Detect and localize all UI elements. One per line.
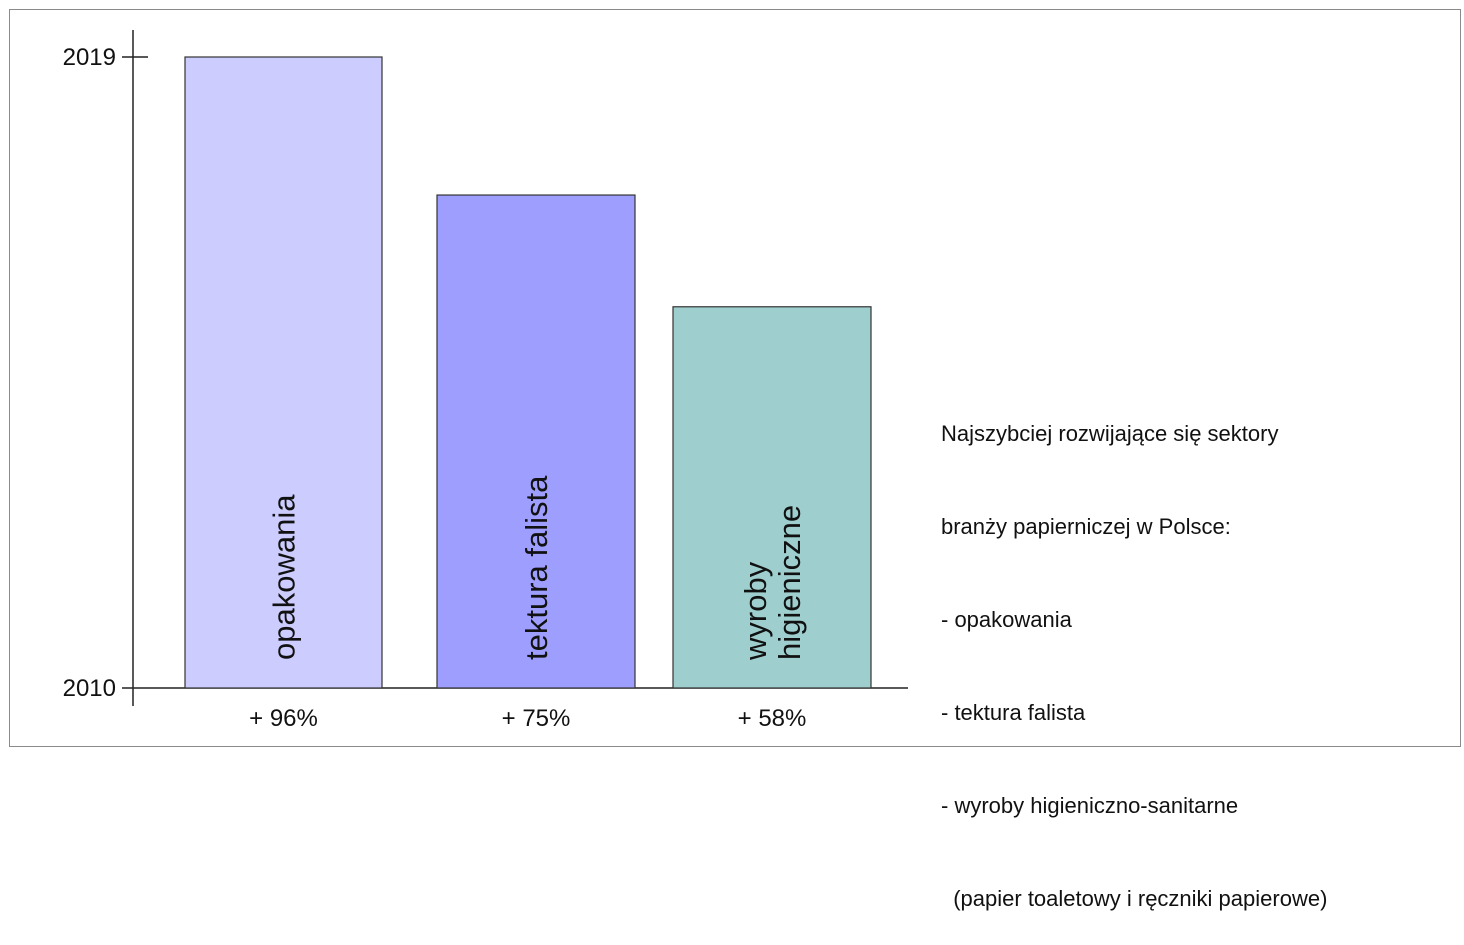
- bar-category-label: opakowania: [267, 494, 302, 660]
- y-tick-label: 2010: [63, 675, 116, 702]
- bar: [672, 306, 872, 689]
- annotation-line-3: - opakowania: [941, 607, 1072, 632]
- chart-value-labels: + 96% + 75% + 58%: [249, 705, 806, 732]
- annotation-line-4: - tektura falista: [941, 700, 1086, 725]
- annotation-line-5: - wyroby higieniczno-sanitarne: [941, 793, 1239, 818]
- bar-category-label: tektura falista: [519, 475, 554, 660]
- annotation-line-2: branży papierniczej w Polsce:: [941, 514, 1231, 539]
- chart-frame: [9, 9, 1461, 747]
- chart-bars: [184, 56, 872, 689]
- y-tick-label: 2019: [63, 44, 116, 71]
- bar-category-label: higieniczne: [772, 505, 807, 660]
- annotation-line-1: Najszybciej rozwijające się sektory: [941, 421, 1279, 446]
- bar-value-label: + 96%: [249, 705, 318, 732]
- chart-bar-labels: opakowania tektura falista wyroby higienicz…: [267, 475, 808, 661]
- bar-chart: 2010 2019 opakowania tektura falista wyroby…: [63, 30, 908, 732]
- bar-value-label: + 75%: [502, 705, 571, 732]
- chart-annotation: Najszybciej rozwijające się sektory bran…: [941, 356, 1327, 945]
- bar-category-label: wyroby: [738, 561, 773, 661]
- bar: [436, 194, 636, 689]
- annotation-line-6: (papier toaletowy i ręczniki papierowe): [941, 886, 1328, 911]
- bar-value-label: + 58%: [738, 705, 807, 732]
- bar: [184, 56, 383, 689]
